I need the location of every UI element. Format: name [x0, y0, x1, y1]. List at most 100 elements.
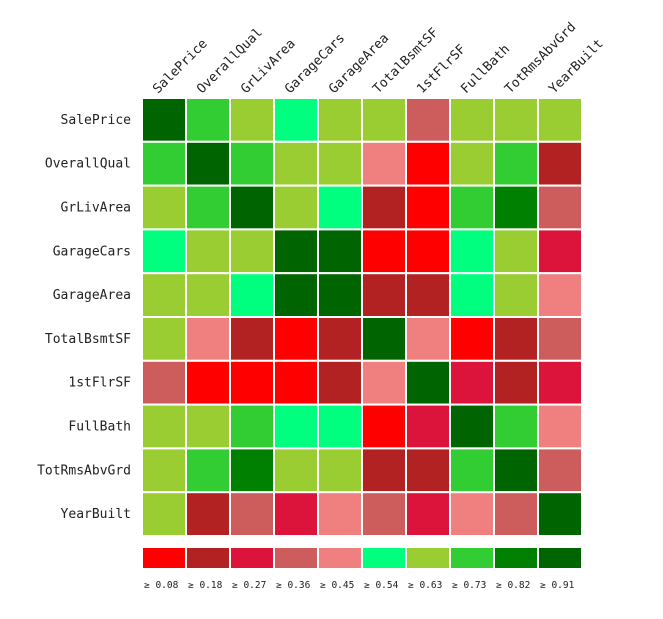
- heatmap-cell-YearBuilt-YearBuilt: [537, 491, 583, 538]
- row-label: SalePrice: [61, 113, 132, 128]
- legend-swatch: [361, 546, 407, 570]
- heatmap-cell-1stFlrSF-OverallQual: [185, 359, 231, 406]
- row-label: GrLivArea: [61, 201, 131, 216]
- heatmap-cell-FullBath-GrLivArea: [229, 403, 275, 450]
- row-label: TotalBsmtSF: [45, 332, 131, 347]
- heatmap-cell-FullBath-GarageArea: [317, 403, 363, 450]
- legend-swatch: [493, 546, 539, 570]
- heatmap-cell-GarageCars-TotalBsmtSF: [361, 228, 407, 275]
- legend-swatch: [229, 546, 275, 570]
- heatmap-cell-FullBath-1stFlrSF: [405, 403, 451, 450]
- heatmap-cell-GarageCars-YearBuilt: [537, 228, 583, 275]
- legend-labels: ≥ 0.08 ≥ 0.18 ≥ 0.27 ≥ 0.36 ≥ 0.45 ≥ 0.54 ≥ 0.…: [144, 580, 575, 591]
- heatmap-cell-TotRmsAbvGrd-GarageCars: [273, 447, 319, 494]
- row-label: OverallQual: [45, 157, 131, 172]
- heatmap-cell-TotRmsAbvGrd-1stFlrSF: [405, 447, 451, 494]
- heatmap-cell-TotalBsmtSF-GarageArea: [317, 316, 363, 362]
- legend-threshold-label: ≥ 0.82: [496, 580, 530, 591]
- heatmap-cell-SalePrice-GarageArea: [317, 97, 363, 143]
- heatmap-cell-YearBuilt-TotalBsmtSF: [361, 491, 407, 538]
- heatmap-cell-1stFlrSF-TotalBsmtSF: [361, 359, 407, 406]
- heatmap-cell-OverallQual-GarageArea: [317, 140, 363, 187]
- heatmap-cell-YearBuilt-SalePrice: [141, 491, 187, 538]
- heatmap-cell-OverallQual-FullBath: [449, 140, 495, 187]
- heatmap-cell-YearBuilt-OverallQual: [185, 491, 231, 538]
- heatmap-cell-1stFlrSF-1stFlrSF: [405, 359, 451, 406]
- heatmap-cell-GrLivArea-SalePrice: [141, 184, 187, 231]
- legend-swatch: [273, 546, 319, 570]
- heatmap-cell-SalePrice-SalePrice: [141, 97, 187, 143]
- heatmap-cell-GarageCars-SalePrice: [141, 228, 187, 275]
- heatmap-cell-GarageCars-GrLivArea: [229, 228, 275, 275]
- heatmap-cell-OverallQual-YearBuilt: [537, 140, 583, 187]
- heatmap-cell-OverallQual-GrLivArea: [229, 140, 275, 187]
- heatmap-cell-GarageCars-GarageArea: [317, 228, 363, 275]
- heatmap-cell-GarageArea-TotRmsAbvGrd: [493, 272, 539, 319]
- row-label: GarageArea: [53, 288, 131, 303]
- heatmap-cell-TotRmsAbvGrd-OverallQual: [185, 447, 231, 494]
- heatmap-cell-SalePrice-GarageCars: [273, 97, 319, 143]
- heatmap-cell-1stFlrSF-GarageArea: [317, 359, 363, 406]
- legend-swatch: [185, 546, 231, 570]
- heatmap-cell-GarageCars-GarageCars: [273, 228, 319, 275]
- heatmap-cell-SalePrice-FullBath: [449, 97, 495, 143]
- heatmap-cell-GarageArea-OverallQual: [185, 272, 231, 319]
- heatmap-cell-YearBuilt-1stFlrSF: [405, 491, 451, 538]
- heatmap-cell-TotalBsmtSF-GarageCars: [273, 316, 319, 362]
- heatmap-cell-FullBath-TotalBsmtSF: [361, 403, 407, 450]
- legend-threshold-label: ≥ 0.08: [144, 580, 179, 591]
- heatmap-cell-1stFlrSF-GarageCars: [273, 359, 319, 406]
- legend-swatch: [317, 546, 363, 570]
- heatmap-cell-YearBuilt-FullBath: [449, 491, 495, 538]
- heatmap-cell-FullBath-GarageCars: [273, 403, 319, 450]
- heatmap-cell-TotRmsAbvGrd-TotalBsmtSF: [361, 447, 407, 494]
- heatmap-cell-TotRmsAbvGrd-SalePrice: [141, 447, 187, 494]
- heatmap-cell-1stFlrSF-YearBuilt: [537, 359, 583, 406]
- heatmap-cell-GarageCars-TotRmsAbvGrd: [493, 228, 539, 275]
- heatmap-cell-GarageArea-SalePrice: [141, 272, 187, 319]
- heatmap-cell-GrLivArea-1stFlrSF: [405, 184, 451, 231]
- heatmap-cell-YearBuilt-TotRmsAbvGrd: [493, 491, 539, 538]
- heatmap-cell-YearBuilt-GrLivArea: [229, 491, 275, 538]
- legend-threshold-label: ≥ 0.45: [320, 580, 354, 591]
- heatmap-cell-TotRmsAbvGrd-TotRmsAbvGrd: [493, 447, 539, 494]
- row-label: FullBath: [68, 420, 131, 435]
- heatmap-cell-GrLivArea-FullBath: [449, 184, 495, 231]
- heatmap-cell-GrLivArea-YearBuilt: [537, 184, 583, 231]
- legend-threshold-label: ≥ 0.91: [540, 580, 575, 591]
- heatmap-cells: [141, 97, 583, 538]
- heatmap-cell-SalePrice-TotalBsmtSF: [361, 97, 407, 143]
- heatmap-cell-TotalBsmtSF-OverallQual: [185, 316, 231, 362]
- legend-threshold-label: ≥ 0.54: [364, 580, 399, 591]
- heatmap-cell-OverallQual-GarageCars: [273, 140, 319, 187]
- heatmap-cell-GarageArea-YearBuilt: [537, 272, 583, 319]
- heatmap-cell-TotalBsmtSF-GrLivArea: [229, 316, 275, 362]
- heatmap-cell-1stFlrSF-SalePrice: [141, 359, 187, 406]
- heatmap-cell-TotalBsmtSF-SalePrice: [141, 316, 187, 362]
- heatmap-cell-TotalBsmtSF-FullBath: [449, 316, 495, 362]
- heatmap-cell-GrLivArea-TotalBsmtSF: [361, 184, 407, 231]
- heatmap-cell-FullBath-TotRmsAbvGrd: [493, 403, 539, 450]
- heatmap-cell-OverallQual-TotalBsmtSF: [361, 140, 407, 187]
- row-label: 1stFlrSF: [68, 376, 131, 391]
- row-label: TotRmsAbvGrd: [37, 463, 131, 478]
- heatmap-cell-TotalBsmtSF-TotRmsAbvGrd: [493, 316, 539, 362]
- heatmap-cell-TotalBsmtSF-TotalBsmtSF: [361, 316, 407, 362]
- legend-swatch: [141, 546, 187, 570]
- heatmap-cell-1stFlrSF-FullBath: [449, 359, 495, 406]
- legend-threshold-label: ≥ 0.36: [276, 580, 311, 591]
- heatmap-cell-GarageArea-GrLivArea: [229, 272, 275, 319]
- heatmap-cell-SalePrice-GrLivArea: [229, 97, 275, 143]
- heatmap-cell-GarageArea-1stFlrSF: [405, 272, 451, 319]
- row-labels: SalePrice OverallQual GrLivArea GarageCars G…: [37, 113, 131, 522]
- heatmap-cell-FullBath-FullBath: [449, 403, 495, 450]
- heatmap-cell-SalePrice-OverallQual: [185, 97, 231, 143]
- heatmap-cell-OverallQual-OverallQual: [185, 140, 231, 187]
- heatmap-cell-TotRmsAbvGrd-GrLivArea: [229, 447, 275, 494]
- heatmap-cell-OverallQual-TotRmsAbvGrd: [493, 140, 539, 187]
- heatmap-cell-GrLivArea-TotRmsAbvGrd: [493, 184, 539, 231]
- heatmap-cell-SalePrice-YearBuilt: [537, 97, 583, 143]
- heatmap-cell-TotalBsmtSF-YearBuilt: [537, 316, 583, 362]
- heatmap-cell-TotRmsAbvGrd-YearBuilt: [537, 447, 583, 494]
